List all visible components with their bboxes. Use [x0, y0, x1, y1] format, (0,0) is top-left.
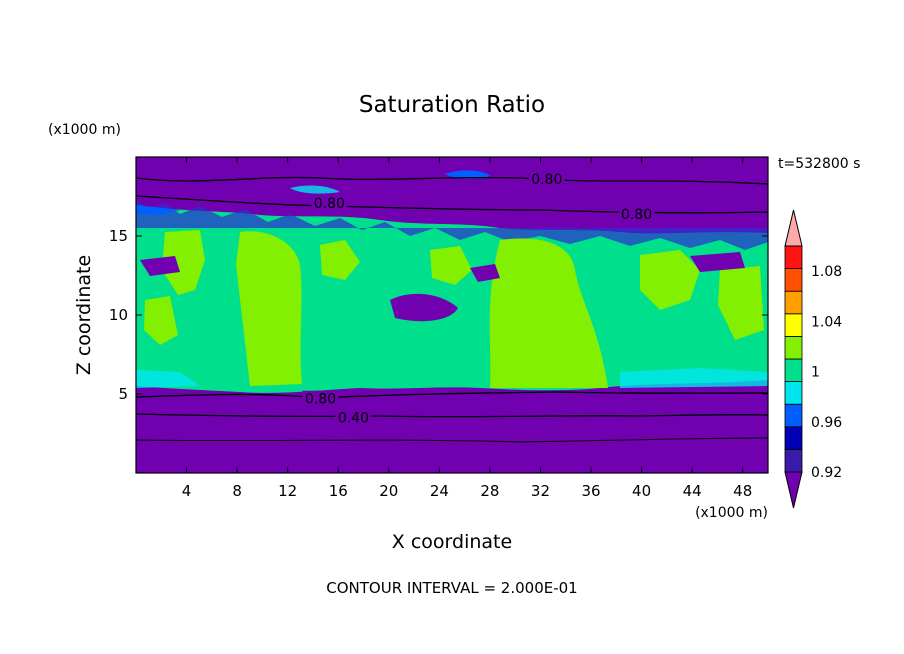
contour-interval-note: CONTOUR INTERVAL = 2.000E-01 [326, 579, 577, 597]
y-axis-label: Z coordinate [73, 255, 95, 375]
time-label: t=532800 s [778, 156, 860, 172]
colorbar-box [784, 426, 803, 450]
contour-label-bg [302, 390, 339, 407]
contour-label-bg [311, 194, 348, 211]
contour-line-upper-1 [136, 176, 768, 185]
field-cell-c [320, 240, 360, 280]
x-unit-label: (x1000 m) [695, 505, 768, 521]
colorbar-box [784, 358, 803, 383]
field-cell-e [718, 266, 764, 340]
y-tick-label: 10 [109, 306, 128, 324]
field-cell-b [640, 250, 700, 310]
colorbar-box [784, 335, 803, 360]
y-tick-label: 15 [109, 227, 128, 245]
colorbar-box [784, 268, 803, 292]
x-tick-label: 36 [581, 482, 600, 500]
field-dry-patch-2 [470, 264, 500, 282]
colorbar-label: 1.04 [811, 314, 842, 330]
colorbar-box [784, 245, 803, 270]
field-cell-left [236, 231, 302, 386]
x-axis-ticks: 4 8 12 16 20 24 28 32 36 40 44 48 [182, 157, 752, 500]
colorbar-under-triangle [784, 471, 803, 509]
colorbar-label: 0.96 [811, 415, 842, 431]
contour-labels: 0.800.800.800.800.40 [302, 171, 655, 427]
colorbar-box [784, 403, 803, 428]
y-tick-label: 5 [118, 385, 128, 403]
field-upper-edge [136, 200, 768, 250]
x-tick-label: 8 [232, 482, 242, 500]
field-lower-edge-2 [620, 368, 768, 388]
x-tick-label: 28 [480, 482, 499, 500]
field-lower-edge-1 [136, 370, 200, 388]
x-tick-label: 16 [329, 482, 348, 500]
colorbar-over-triangle [784, 209, 803, 247]
contour-line-lower-2 [136, 413, 768, 418]
field-wisp-2 [445, 170, 490, 179]
field-cell-d [430, 246, 472, 285]
field-dry-patch-3 [140, 256, 180, 276]
field-wisp-1 [290, 185, 340, 194]
contour-label-bg [618, 205, 655, 222]
contour-line-lower-3 [136, 437, 768, 443]
contour-label-bg [528, 171, 565, 188]
x-tick-label: 48 [733, 482, 752, 500]
y-unit-label: (x1000 m) [48, 122, 121, 138]
contour-label: 0.80 [621, 207, 652, 223]
x-tick-label: 44 [683, 482, 702, 500]
x-tick-label: 24 [430, 482, 449, 500]
field-cell-a [162, 230, 205, 295]
field-cell-f [144, 296, 178, 345]
contour-line-lower-1 [136, 391, 768, 399]
colorbar-label: 1.08 [811, 264, 842, 280]
field-wisp-3 [136, 205, 180, 215]
x-tick-label: 20 [379, 482, 398, 500]
x-axis-label: X coordinate [392, 531, 512, 553]
colorbar-box [784, 290, 803, 315]
x-tick-label: 4 [182, 482, 192, 500]
colorbar-label: 1 [811, 365, 820, 381]
field-dry-patch-1 [390, 293, 458, 322]
plot-area [136, 157, 768, 473]
contour-label: 0.80 [531, 172, 562, 188]
colorbar: 0.92 0.96 1 1.04 1.08 [784, 209, 842, 509]
x-tick-label: 32 [531, 482, 550, 500]
colorbar-box [784, 313, 803, 337]
x-tick-label: 12 [278, 482, 297, 500]
colorbar-box [784, 381, 803, 405]
colorbar-box [784, 448, 803, 473]
colorbar-label: 0.92 [811, 465, 842, 481]
field-dry-patch-4 [690, 252, 745, 272]
contour-label: 0.80 [314, 196, 345, 212]
field-cell-center [489, 238, 608, 388]
contour-label: 0.80 [305, 392, 336, 408]
chart-title: Saturation Ratio [359, 92, 545, 118]
y-axis-ticks: 5 10 15 [109, 227, 768, 403]
contour-label-bg [335, 409, 372, 426]
contour-label: 0.40 [338, 411, 369, 427]
x-tick-label: 40 [632, 482, 651, 500]
